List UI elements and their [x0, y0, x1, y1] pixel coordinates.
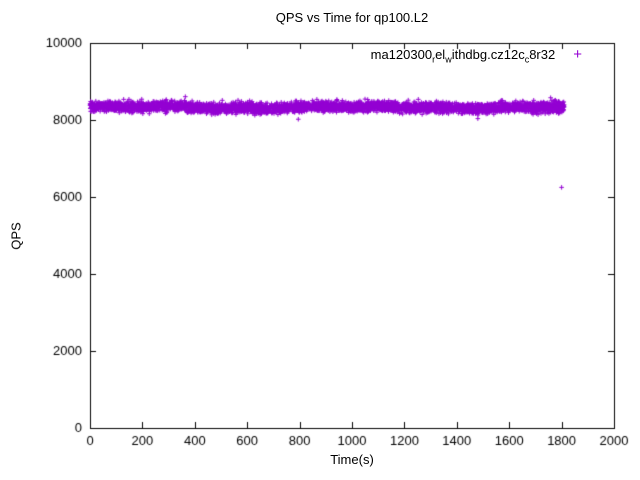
x-axis-label: Time(s) — [330, 452, 374, 467]
legend-label-subscript: w — [445, 54, 452, 65]
legend-plus-marker-icon: + — [573, 46, 582, 63]
legend-label-text: 8r32 — [529, 47, 556, 62]
legend-label-subscript: r — [432, 54, 436, 65]
legend-series-label: ma120300relwithdbg.cz12cc8r32 — [370, 47, 556, 65]
legend: ma120300relwithdbg.cz12cc8r32 + — [370, 46, 582, 65]
chart-title: QPS vs Time for qp100.L2 — [275, 10, 429, 25]
legend-label-text: ma120300 — [370, 47, 433, 62]
legend-label-text: ithdbg.cz12c — [451, 47, 525, 62]
legend-label-text: el — [435, 47, 446, 62]
y-axis-label: QPS — [8, 222, 24, 250]
legend-label-subscript: c — [524, 54, 530, 65]
